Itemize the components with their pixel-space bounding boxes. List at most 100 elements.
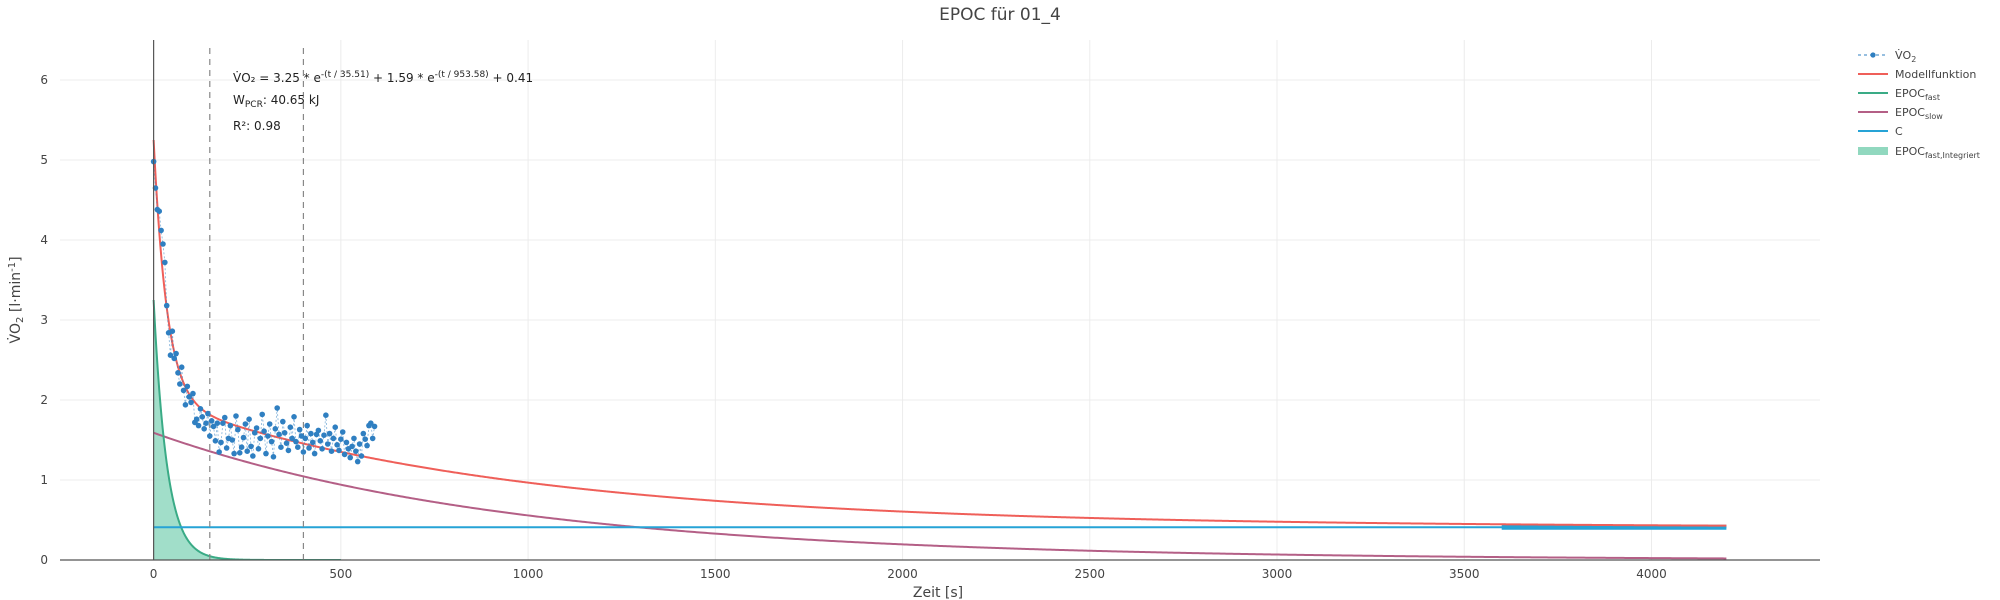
vo2-point [309, 439, 316, 446]
vo2-point [186, 394, 192, 400]
vo2-point [339, 429, 346, 435]
vo2-point [369, 435, 376, 442]
vo2-point [233, 413, 239, 419]
legend-vo2-swatch-dot [1870, 52, 1876, 58]
vo2-point [203, 420, 209, 427]
vo2-point [167, 352, 174, 359]
eq-prefix: V̇O₂ = 3.25 * e [233, 71, 321, 85]
eq-mid: + 1.59 * e [369, 71, 434, 85]
vo2-point [175, 370, 181, 376]
vo2-point [272, 426, 279, 432]
legend-c-label: C [1895, 125, 1903, 138]
vo2-point [257, 435, 264, 442]
x-tick-label: 500 [329, 567, 352, 581]
vo2-point [193, 416, 200, 423]
x-tick-label: 2500 [1075, 567, 1106, 581]
vo2-point [343, 439, 350, 446]
legend-item-c[interactable]: C [1858, 125, 1903, 138]
vo2-point [160, 241, 166, 247]
y-tick-label: 6 [40, 73, 48, 87]
legend-fast-label: EPOCfast [1895, 87, 1940, 102]
vo2-point [266, 421, 273, 427]
vo2-point [221, 414, 228, 421]
vo2-point [371, 423, 378, 430]
vo2-point [293, 438, 299, 445]
vo2-point [199, 414, 206, 420]
vo2-point [208, 418, 215, 424]
vo2-point [328, 448, 335, 455]
vo2-point [242, 421, 249, 427]
vo2-point [240, 434, 247, 441]
chart-title: EPOC für 01_4 [939, 5, 1061, 25]
vo2-point [188, 399, 194, 406]
vo2-point [162, 259, 168, 266]
epoc-fast-integrated-area [153, 300, 304, 560]
vo2-point [302, 435, 309, 442]
vo2-point [283, 440, 290, 447]
vo2-point [315, 427, 322, 434]
x-tick-label: 4000 [1636, 567, 1667, 581]
legend-item-model[interactable]: Modellfunktion [1858, 68, 1976, 81]
y-title-unit: [l·min [8, 272, 24, 317]
legend-item-slow[interactable]: EPOCslow [1858, 106, 1943, 121]
legend-item-fast-integrated[interactable]: EPOCfast,Integriert [1858, 145, 1980, 160]
vo2-point [356, 441, 363, 447]
vo2-point [248, 443, 254, 450]
vo2-point [246, 416, 252, 423]
legend-fast-sub: fast [1925, 93, 1940, 102]
vo2-point [156, 208, 163, 214]
marker-lines [209, 48, 305, 560]
legend-item-vo2[interactable]: V̇O2 [1858, 49, 1916, 64]
vo2-point [306, 445, 312, 451]
y-title-sub: 2 [15, 317, 26, 323]
x-tick-label: 1000 [513, 567, 544, 581]
axes: 0 500 1000 1500 2000 2500 3000 3500 4000 0 1 2 3 4 5 6 [40, 40, 1820, 581]
vo2-point [347, 454, 354, 461]
vo2-point [206, 433, 213, 439]
vo2-point [321, 432, 327, 439]
vo2-point [251, 430, 258, 436]
legend[interactable]: V̇O2 Modellfunktion EPOCfast EPOCslow C … [1858, 49, 1980, 160]
y-tick-label: 2 [40, 393, 48, 407]
legend-vo2-label: V̇O2 [1895, 49, 1916, 64]
legend-slow-sub: slow [1925, 112, 1943, 121]
legend-item-fast[interactable]: EPOCfast [1858, 87, 1940, 102]
y-title-end: ] [8, 256, 24, 261]
vo2-point [190, 390, 196, 397]
model-function-line [152, 139, 1727, 527]
vo2-point [259, 411, 266, 418]
vo2-point [326, 430, 333, 437]
vo2-point [358, 453, 365, 459]
vo2-point [330, 435, 337, 442]
vo2-point [171, 355, 178, 362]
series-lines [152, 139, 1727, 560]
epoc-fast-integrated-fill [153, 300, 304, 560]
vo2-point [212, 438, 219, 444]
vo2-point [227, 422, 234, 429]
vo2-point [265, 433, 271, 439]
legend-slow-text: EPOC [1895, 106, 1925, 119]
vo2-point [289, 435, 295, 442]
vo2-point [334, 442, 340, 448]
vo2-point [210, 423, 217, 430]
vo2-point [178, 364, 185, 371]
y-tick-label: 3 [40, 313, 48, 327]
vo2-point [360, 430, 367, 437]
y-tick-label: 4 [40, 233, 48, 247]
vo2-point [278, 444, 284, 451]
vo2-point [349, 443, 355, 450]
legend-fastint-text: EPOC [1895, 145, 1925, 158]
x-tick-label: 3500 [1449, 567, 1480, 581]
vo2-point [223, 445, 230, 451]
legend-model-label: Modellfunktion [1895, 68, 1976, 81]
vo2-point [169, 328, 176, 335]
vo2-point [336, 447, 342, 454]
vo2-point [368, 420, 374, 427]
legend-fastint-sub: fast,Integriert [1925, 151, 1980, 160]
vo2-point [354, 458, 361, 465]
vo2-point [324, 441, 331, 447]
vo2-point [317, 438, 324, 444]
vo2-point [364, 442, 370, 449]
vo2-point [319, 446, 325, 452]
